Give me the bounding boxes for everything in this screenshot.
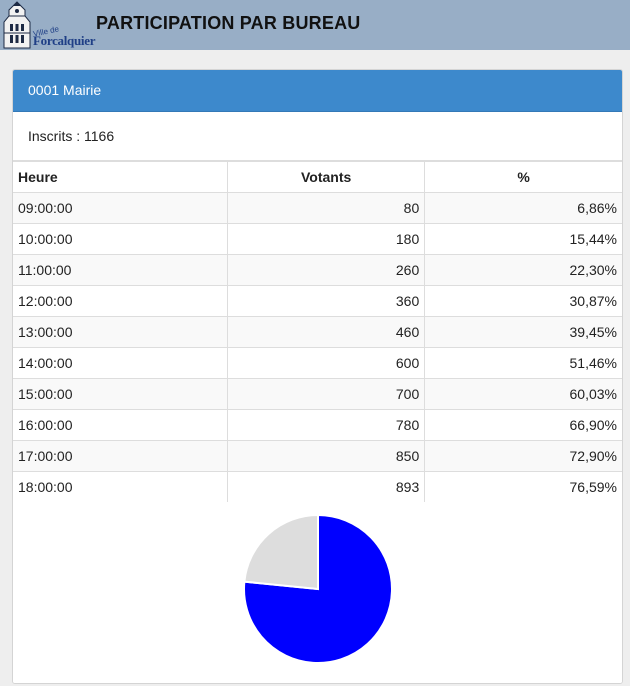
cell-heure: 12:00:00 — [13, 285, 228, 317]
top-bar: Ville de Forcalquier PARTICIPATION PAR B… — [0, 0, 630, 50]
bureau-panel: 0001 Mairie Inscrits : 1166 Heure Votant… — [12, 69, 623, 684]
table-row: 18:00:00 893 76,59% — [13, 471, 622, 502]
table-row: 15:00:00 700 60,03% — [13, 378, 622, 410]
cell-votants: 850 — [226, 440, 425, 472]
table-row: 13:00:00 460 39,45% — [13, 316, 622, 348]
table-row: 12:00:00 360 30,87% — [13, 285, 622, 317]
column-header-votants: Votants — [226, 161, 425, 193]
cell-heure: 14:00:00 — [13, 347, 228, 379]
pie-slice-abstention — [243, 513, 319, 591]
column-header-heure: Heure — [13, 161, 228, 193]
table-row: 14:00:00 600 51,46% — [13, 347, 622, 379]
table-row: 09:00:00 80 6,86% — [13, 192, 622, 224]
inscrits-count: Inscrits : 1166 — [13, 112, 622, 161]
pie-slice-votants — [243, 513, 393, 664]
cell-heure: 10:00:00 — [13, 223, 228, 255]
cell-heure: 17:00:00 — [13, 440, 228, 472]
cell-percent: 6,86% — [424, 192, 622, 224]
cell-percent: 51,46% — [424, 347, 622, 379]
cell-votants: 780 — [226, 409, 425, 441]
cell-votants: 260 — [226, 254, 425, 286]
logo-text-big: Forcalquier — [33, 33, 96, 48]
column-header-percent: % — [424, 161, 622, 193]
participation-pie-area — [13, 513, 622, 683]
cell-votants: 700 — [226, 378, 425, 410]
cell-percent: 76,59% — [424, 471, 622, 502]
cell-heure: 09:00:00 — [13, 192, 228, 224]
cell-percent: 66,90% — [424, 409, 622, 441]
cell-heure: 15:00:00 — [13, 378, 228, 410]
table-row: 17:00:00 850 72,90% — [13, 440, 622, 472]
cell-heure: 18:00:00 — [13, 471, 228, 502]
cell-heure: 11:00:00 — [13, 254, 228, 286]
table-row: 16:00:00 780 66,90% — [13, 409, 622, 441]
cell-votants: 893 — [226, 471, 425, 502]
cell-votants: 180 — [226, 223, 425, 255]
cell-percent: 22,30% — [424, 254, 622, 286]
cell-percent: 30,87% — [424, 285, 622, 317]
town-logo: Ville de Forcalquier — [0, 0, 95, 50]
page-title: PARTICIPATION PAR BUREAU — [96, 13, 361, 33]
bureau-name: 0001 Mairie — [13, 70, 622, 112]
table-row: 11:00:00 260 22,30% — [13, 254, 622, 286]
table-header-row: Heure Votants % — [13, 161, 622, 193]
participation-table: Heure Votants % 09:00:00 80 6,86% 10:00:00 1… — [13, 161, 622, 502]
town-hall-icon — [0, 0, 34, 50]
cell-percent: 60,03% — [424, 378, 622, 410]
cell-percent: 39,45% — [424, 316, 622, 348]
cell-percent: 15,44% — [424, 223, 622, 255]
participation-pie-chart — [243, 513, 393, 664]
cell-percent: 72,90% — [424, 440, 622, 472]
cell-votants: 460 — [226, 316, 425, 348]
table-row: 10:00:00 180 15,44% — [13, 223, 622, 255]
cell-heure: 13:00:00 — [13, 316, 228, 348]
cell-votants: 80 — [226, 192, 425, 224]
cell-heure: 16:00:00 — [13, 409, 228, 441]
cell-votants: 360 — [226, 285, 425, 317]
cell-votants: 600 — [226, 347, 425, 379]
